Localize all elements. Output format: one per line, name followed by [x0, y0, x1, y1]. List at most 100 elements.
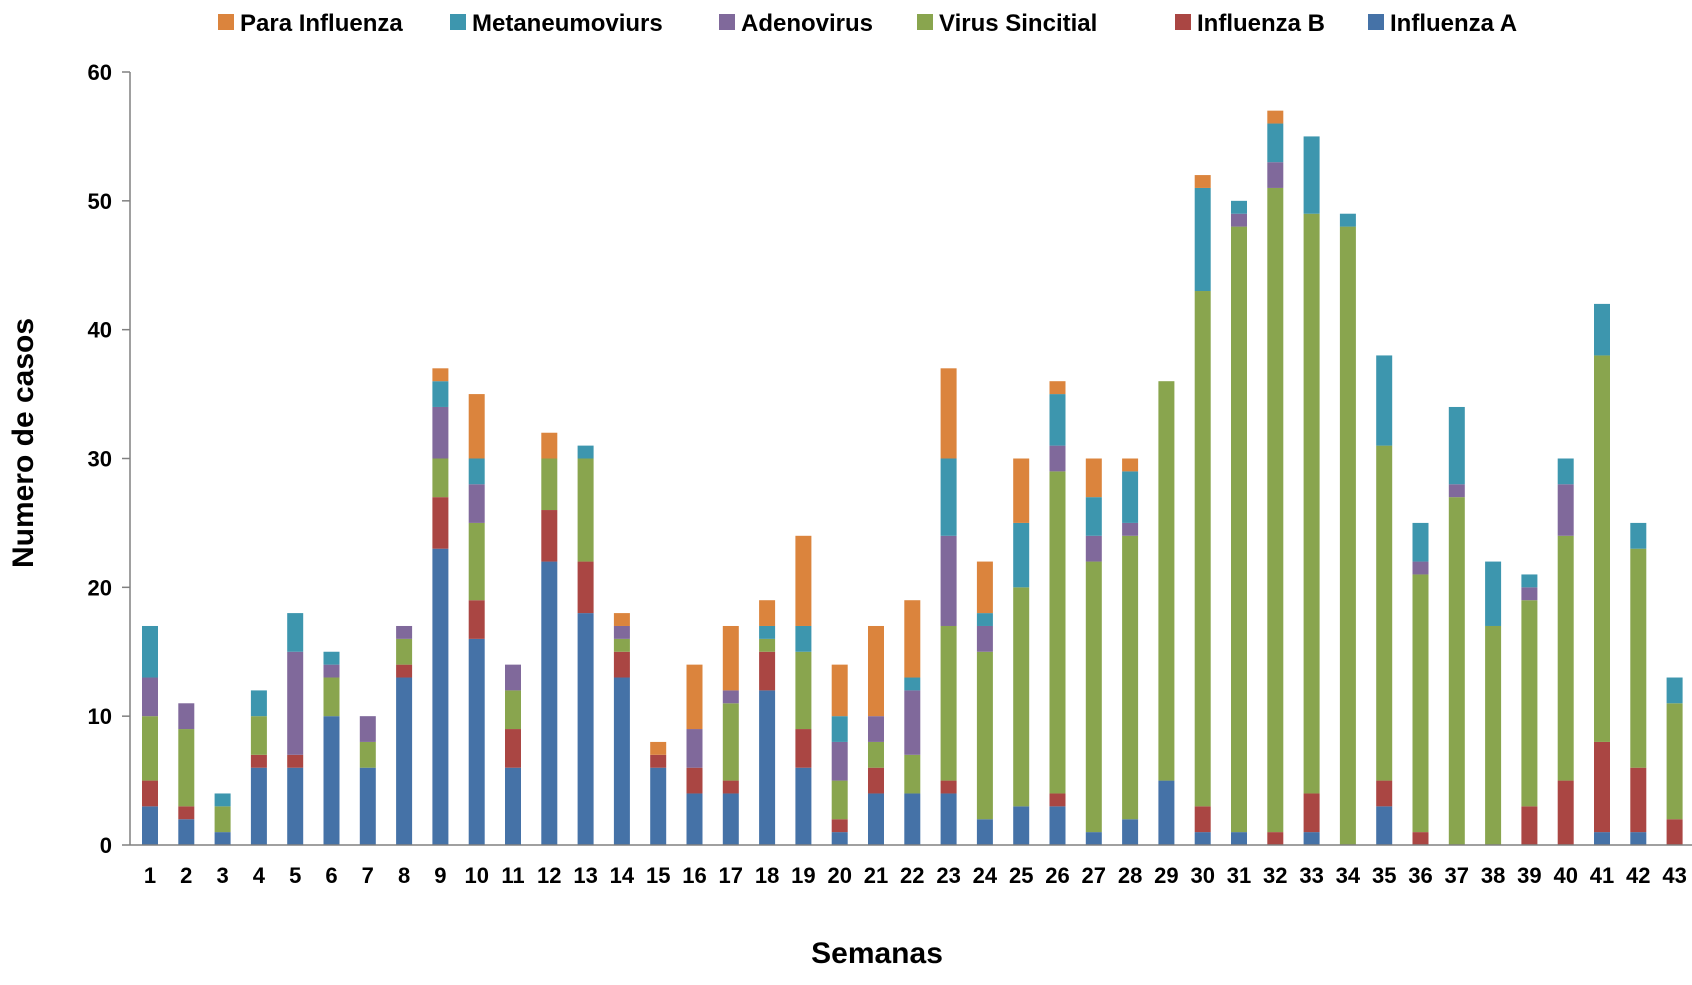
bar-segment-week-16-para-influenza [686, 664, 703, 730]
bar-segment-week-10-influenza-a [468, 638, 485, 845]
bar-segment-week-26-para-influenza [1049, 381, 1066, 395]
bar-segment-week-24-metaneumoviurs [976, 613, 993, 626]
bar-segment-week-7-adenovirus [359, 716, 376, 742]
x-tick-label: 43 [1662, 863, 1686, 888]
x-axis-title: Semanas [811, 937, 943, 970]
x-tick-label: 10 [464, 863, 488, 888]
bar-segment-week-22-influenza-a [904, 793, 921, 845]
bar-segment-week-18-metaneumoviurs [759, 625, 776, 639]
bar-segment-week-20-adenovirus [831, 741, 848, 781]
bar-segment-week-12-virus-sincitial [541, 458, 558, 511]
bar-segment-week-23-virus-sincitial [940, 625, 957, 781]
legend-label-influenza-b: Influenza B [1197, 10, 1325, 37]
bar-segment-week-6-influenza-a [323, 716, 340, 845]
bar-segment-week-5-influenza-b [287, 754, 304, 768]
bar-segment-week-6-virus-sincitial [323, 677, 340, 717]
bar-segment-week-23-para-influenza [940, 368, 957, 459]
bar-segment-week-26-virus-sincitial [1049, 471, 1066, 794]
bar-segment-week-25-metaneumoviurs [1013, 522, 1030, 588]
x-tick-label: 12 [537, 863, 561, 888]
bar-segment-week-19-influenza-a [795, 767, 812, 845]
bar-segment-week-31-adenovirus [1231, 213, 1247, 227]
legend-swatch-influenza-a [1368, 14, 1384, 30]
bar-segment-week-35-influenza-a [1376, 806, 1393, 845]
y-ticks-group: 0 10 20 30 40 50 60 [88, 60, 130, 858]
legend-label-influenza-a: Influenza A [1390, 10, 1517, 37]
bar-segment-week-19-virus-sincitial [795, 651, 812, 730]
bar-segment-week-14-para-influenza [613, 613, 630, 626]
legend-label-para-influenza: Para Influenza [240, 10, 403, 37]
bar-segment-week-30-para-influenza [1194, 175, 1211, 188]
bar-segment-week-15-influenza-a [650, 767, 667, 845]
bar-segment-week-33-metaneumoviurs [1303, 136, 1320, 214]
bar-segment-week-22-para-influenza [904, 600, 921, 678]
bar-segment-week-5-metaneumoviurs [287, 613, 304, 652]
bar-segment-week-1-adenovirus [142, 677, 158, 717]
bar-segment-week-29-virus-sincitial [1158, 381, 1175, 781]
x-tick-label: 38 [1481, 863, 1505, 888]
bar-segment-week-8-adenovirus [396, 625, 413, 639]
bar-segment-week-10-metaneumoviurs [468, 458, 485, 485]
x-tick-label: 11 [501, 863, 524, 888]
legend-swatch-influenza-b [1175, 14, 1191, 30]
bar-segment-week-31-metaneumoviurs [1231, 200, 1247, 214]
bar-segment-week-10-adenovirus [468, 484, 485, 523]
y-tick-label: 50 [88, 189, 112, 214]
bar-segment-week-18-influenza-a [759, 690, 776, 845]
bar-segment-week-24-influenza-a [976, 819, 993, 845]
bar-segment-week-18-influenza-b [759, 651, 776, 691]
bar-segment-week-27-influenza-a [1085, 832, 1102, 845]
bar-segment-week-9-influenza-a [432, 548, 449, 845]
legend-label-adenovirus: Adenovirus [741, 10, 873, 37]
bar-segment-week-17-influenza-b [722, 780, 739, 794]
bar-segment-week-28-influenza-a [1122, 819, 1139, 845]
bar-segment-week-40-metaneumoviurs [1557, 458, 1574, 485]
bar-segment-week-33-influenza-b [1303, 793, 1320, 833]
bar-segment-week-11-virus-sincitial [505, 690, 521, 730]
y-tick-label: 30 [88, 447, 112, 472]
x-tick-label: 39 [1517, 863, 1541, 888]
bar-segment-week-17-adenovirus [722, 690, 739, 704]
bar-segment-week-11-adenovirus [505, 664, 521, 691]
bar-segment-week-41-influenza-a [1594, 832, 1610, 845]
bar-segment-week-22-metaneumoviurs [904, 677, 921, 691]
bar-segment-week-7-influenza-a [359, 767, 376, 845]
bar-segment-week-24-virus-sincitial [976, 651, 993, 820]
bar-segment-week-19-metaneumoviurs [795, 625, 812, 652]
bar-segment-week-16-influenza-a [686, 793, 703, 845]
x-tick-label: 22 [900, 863, 924, 888]
bar-segment-week-21-influenza-b [868, 767, 884, 794]
bar-segment-week-27-para-influenza [1085, 458, 1102, 498]
bar-segment-week-25-para-influenza [1013, 458, 1030, 523]
bar-segment-week-17-para-influenza [722, 625, 739, 691]
bar-segment-week-4-metaneumoviurs [250, 690, 267, 717]
bar-segment-week-12-influenza-a [541, 561, 558, 845]
bar-segment-week-29-influenza-a [1158, 780, 1175, 845]
bar-segment-week-4-influenza-a [250, 767, 267, 845]
bar-segment-week-14-influenza-b [613, 651, 630, 678]
bar-segment-week-10-para-influenza [468, 394, 485, 459]
bar-segment-week-3-influenza-a [214, 832, 231, 845]
bar-segment-week-15-influenza-b [650, 754, 667, 768]
bar-segment-week-30-metaneumoviurs [1194, 187, 1211, 292]
x-tick-label: 18 [755, 863, 779, 888]
x-tick-label: 15 [646, 863, 670, 888]
bar-segment-week-12-influenza-b [541, 510, 558, 562]
bar-segment-week-33-virus-sincitial [1303, 213, 1320, 794]
x-tick-label: 27 [1082, 863, 1106, 888]
bar-segment-week-36-adenovirus [1412, 561, 1429, 575]
bar-segment-week-27-virus-sincitial [1085, 561, 1102, 833]
x-tick-label: 25 [1009, 863, 1033, 888]
bar-segment-week-31-virus-sincitial [1231, 226, 1247, 833]
bar-segment-week-18-para-influenza [759, 600, 776, 626]
bar-segment-week-8-influenza-a [396, 677, 413, 845]
bar-segment-week-12-para-influenza [541, 432, 558, 459]
x-tick-label: 36 [1408, 863, 1432, 888]
bar-segment-week-21-adenovirus [868, 716, 884, 742]
y-tick-label: 20 [88, 575, 112, 600]
bar-segment-week-23-metaneumoviurs [940, 458, 957, 536]
legend-swatch-para-influenza [218, 14, 234, 30]
x-tick-label: 33 [1299, 863, 1323, 888]
bar-segment-week-37-virus-sincitial [1448, 497, 1465, 845]
y-tick-label: 10 [88, 704, 112, 729]
